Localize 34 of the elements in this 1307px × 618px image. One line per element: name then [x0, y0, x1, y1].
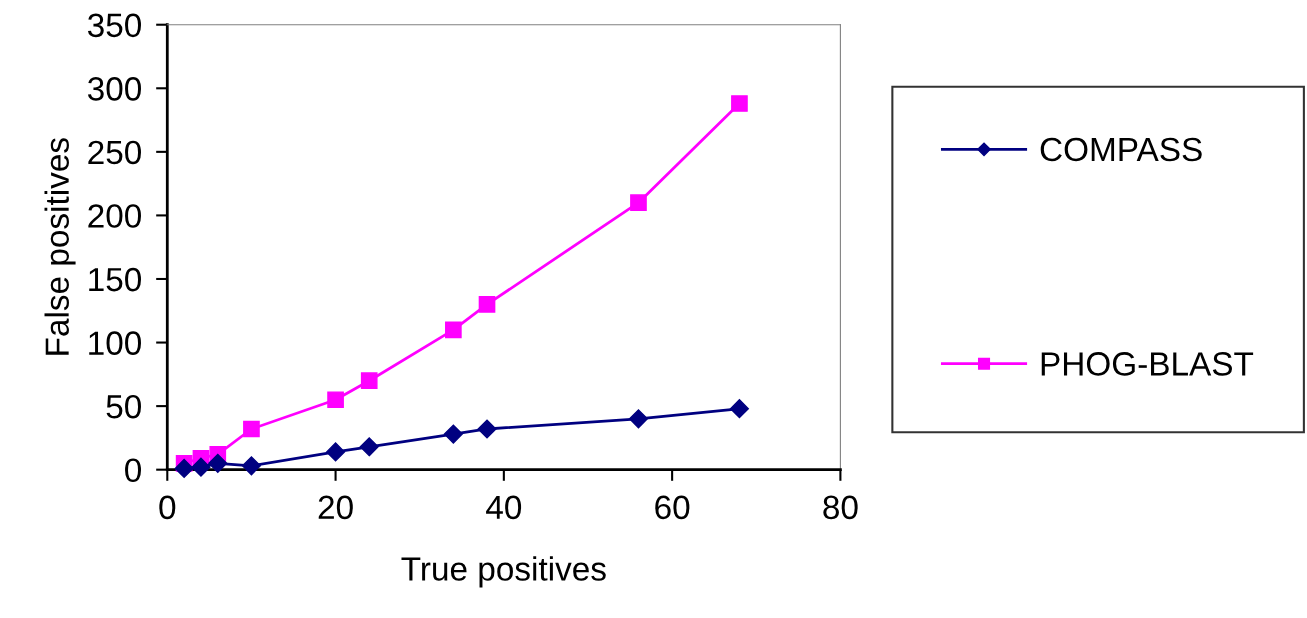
x-tick-label: 0	[159, 495, 176, 520]
point	[174, 458, 194, 478]
point	[729, 399, 749, 419]
y-tick-label: 0	[125, 458, 141, 483]
point	[327, 391, 344, 409]
y-tick-label: 100	[89, 331, 141, 355]
point	[628, 409, 649, 429]
point	[208, 453, 228, 473]
x-tick-label: 40	[486, 495, 522, 520]
x-tick-label: 60	[655, 495, 690, 520]
y-axis-title: False positives	[44, 138, 76, 355]
y-tick-label: 300	[87, 77, 141, 101]
x-tick-label: 20	[318, 495, 353, 520]
point	[326, 442, 346, 462]
point	[443, 424, 463, 444]
point	[478, 296, 496, 313]
point	[360, 372, 378, 390]
legend-label: PHOG-BLAST	[1041, 352, 1254, 376]
point	[445, 321, 462, 339]
x-tick-label: 80	[823, 495, 858, 520]
y-tick-label: 250	[88, 140, 141, 165]
y-tick-label: 150	[89, 267, 141, 292]
point	[191, 457, 211, 477]
point	[731, 95, 748, 112]
point	[630, 194, 647, 212]
point	[243, 420, 260, 438]
legend-label: COMPASS	[1040, 137, 1202, 162]
y-tick-label: 200	[88, 204, 141, 228]
point	[241, 456, 261, 476]
y-tick-label: 350	[87, 13, 141, 38]
point	[359, 437, 379, 457]
x-axis-title: True positives	[401, 556, 606, 588]
point	[477, 419, 497, 439]
y-tick-label: 50	[106, 394, 141, 419]
